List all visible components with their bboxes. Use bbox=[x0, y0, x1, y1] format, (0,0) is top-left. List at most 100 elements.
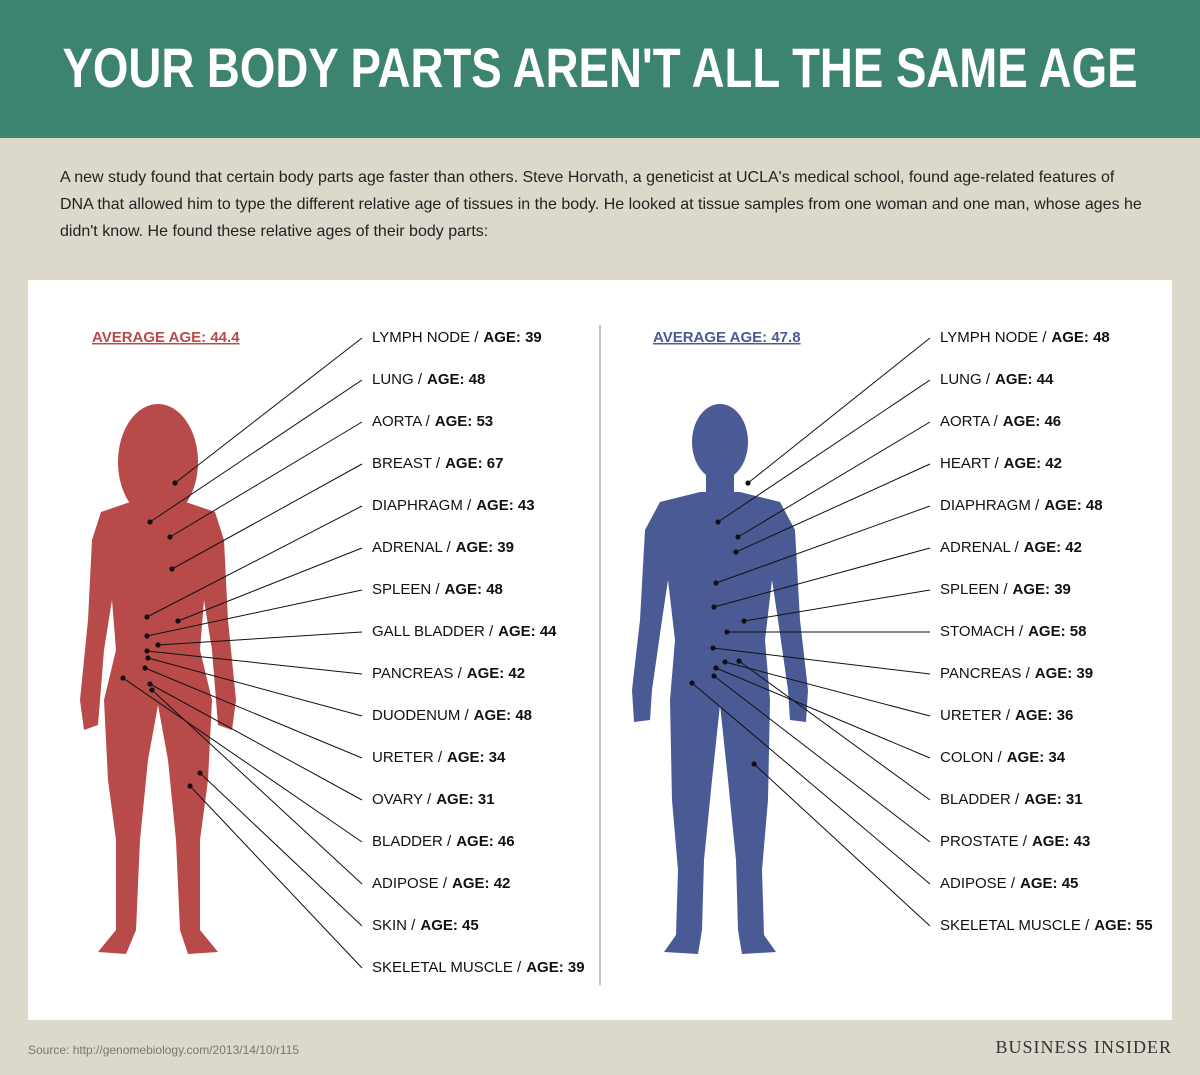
part-age: AGE: 36 bbox=[1015, 707, 1073, 724]
part-name: URETER / bbox=[940, 707, 1011, 724]
part-name: AORTA / bbox=[940, 413, 999, 430]
part-age: AGE: 34 bbox=[1007, 749, 1066, 766]
part-age: AGE: 44 bbox=[498, 623, 557, 640]
part-age: AGE: 44 bbox=[995, 371, 1054, 388]
part-name: BREAST / bbox=[372, 455, 441, 472]
part-label: SPLEEN / AGE: 48 bbox=[372, 581, 503, 598]
part-name: PROSTATE / bbox=[940, 833, 1028, 850]
average-age: AVERAGE AGE: 47.8 bbox=[653, 329, 801, 346]
part-name: STOMACH / bbox=[940, 623, 1024, 640]
part-label: PANCREAS / AGE: 42 bbox=[372, 665, 525, 682]
part-name: ADRENAL / bbox=[372, 539, 451, 556]
part-label: DIAPHRAGM / AGE: 43 bbox=[372, 497, 535, 514]
part-label: COLON / AGE: 34 bbox=[940, 749, 1066, 766]
leader-line bbox=[713, 675, 931, 843]
part-age: AGE: 42 bbox=[1004, 455, 1062, 472]
part-label: GALL BLADDER / AGE: 44 bbox=[372, 623, 557, 640]
part-name: BLADDER / bbox=[940, 791, 1020, 808]
marker-dot bbox=[689, 680, 695, 686]
leader-line bbox=[717, 379, 931, 523]
part-age: AGE: 39 bbox=[483, 329, 541, 346]
part-name: PANCREAS / bbox=[372, 665, 463, 682]
part-name: GALL BLADDER / bbox=[372, 623, 494, 640]
brand: BUSINESS INSIDER bbox=[995, 1037, 1172, 1057]
leader-line bbox=[724, 661, 931, 717]
leader-line bbox=[171, 463, 363, 570]
leader-line bbox=[122, 677, 363, 843]
part-name: SKELETAL MUSCLE / bbox=[940, 917, 1090, 934]
marker-dot bbox=[187, 783, 193, 789]
part-name: LYMPH NODE / bbox=[372, 329, 479, 346]
part-age: AGE: 43 bbox=[1032, 833, 1090, 850]
marker-dot bbox=[175, 618, 181, 624]
part-name: DIAPHRAGM / bbox=[372, 497, 472, 514]
part-age: AGE: 53 bbox=[435, 413, 493, 430]
part-label: AORTA / AGE: 53 bbox=[372, 413, 493, 430]
part-label: AORTA / AGE: 46 bbox=[940, 413, 1061, 430]
part-label: BLADDER / AGE: 31 bbox=[940, 791, 1083, 808]
part-label: ADRENAL / AGE: 42 bbox=[940, 539, 1082, 556]
part-name: LUNG / bbox=[940, 371, 991, 388]
part-label: SKELETAL MUSCLE / AGE: 39 bbox=[372, 959, 585, 976]
marker-dot bbox=[147, 519, 153, 525]
leader-line bbox=[146, 505, 363, 618]
leader-line bbox=[715, 505, 931, 584]
part-name: LYMPH NODE / bbox=[940, 329, 1047, 346]
part-age: AGE: 39 bbox=[456, 539, 514, 556]
leader-line bbox=[737, 421, 931, 538]
part-age: AGE: 48 bbox=[427, 371, 485, 388]
man-silhouette bbox=[632, 404, 808, 954]
leader-line bbox=[691, 682, 931, 885]
leader-line bbox=[174, 337, 363, 484]
leader-line bbox=[199, 772, 363, 927]
intro-text: A new study found that certain body part… bbox=[60, 169, 1142, 240]
part-name: ADRENAL / bbox=[940, 539, 1019, 556]
part-age: AGE: 39 bbox=[526, 959, 584, 976]
leader-line bbox=[747, 337, 931, 484]
marker-dot bbox=[144, 614, 150, 620]
part-age: AGE: 34 bbox=[447, 749, 506, 766]
marker-dot bbox=[711, 673, 717, 679]
marker-dot bbox=[710, 645, 716, 651]
marker-dot bbox=[169, 566, 175, 572]
marker-dot bbox=[735, 534, 741, 540]
part-label: ADRENAL / AGE: 39 bbox=[372, 539, 514, 556]
leader-line bbox=[715, 667, 931, 759]
part-name: ADIPOSE / bbox=[372, 875, 448, 892]
marker-dot bbox=[711, 604, 717, 610]
leader-line bbox=[144, 667, 363, 759]
marker-dot bbox=[144, 633, 150, 639]
part-label: URETER / AGE: 34 bbox=[372, 749, 506, 766]
marker-dot bbox=[197, 770, 203, 776]
part-name: BLADDER / bbox=[372, 833, 452, 850]
part-name: AORTA / bbox=[372, 413, 431, 430]
part-label: DIAPHRAGM / AGE: 48 bbox=[940, 497, 1103, 514]
leader-line bbox=[743, 589, 931, 622]
marker-dot bbox=[751, 761, 757, 767]
marker-dot bbox=[741, 618, 747, 624]
leader-line bbox=[149, 683, 363, 801]
part-name: SPLEEN / bbox=[372, 581, 440, 598]
part-name: URETER / bbox=[372, 749, 443, 766]
marker-dot bbox=[745, 480, 751, 486]
part-age: AGE: 42 bbox=[452, 875, 510, 892]
part-age: AGE: 39 bbox=[1013, 581, 1071, 598]
marker-dot bbox=[120, 675, 126, 681]
leader-line bbox=[753, 763, 931, 927]
marker-dot bbox=[167, 534, 173, 540]
part-label: PROSTATE / AGE: 43 bbox=[940, 833, 1090, 850]
leader-line bbox=[147, 657, 363, 717]
leader-line bbox=[712, 647, 931, 675]
part-name: HEART / bbox=[940, 455, 999, 472]
marker-dot bbox=[147, 681, 153, 687]
part-name: SKELETAL MUSCLE / bbox=[372, 959, 522, 976]
part-age: AGE: 48 bbox=[1051, 329, 1109, 346]
leader-line bbox=[146, 650, 363, 675]
part-name: DIAPHRAGM / bbox=[940, 497, 1040, 514]
leader-line bbox=[151, 689, 363, 885]
part-age: AGE: 43 bbox=[476, 497, 534, 514]
part-age: AGE: 58 bbox=[1028, 623, 1086, 640]
part-age: AGE: 55 bbox=[1094, 917, 1152, 934]
